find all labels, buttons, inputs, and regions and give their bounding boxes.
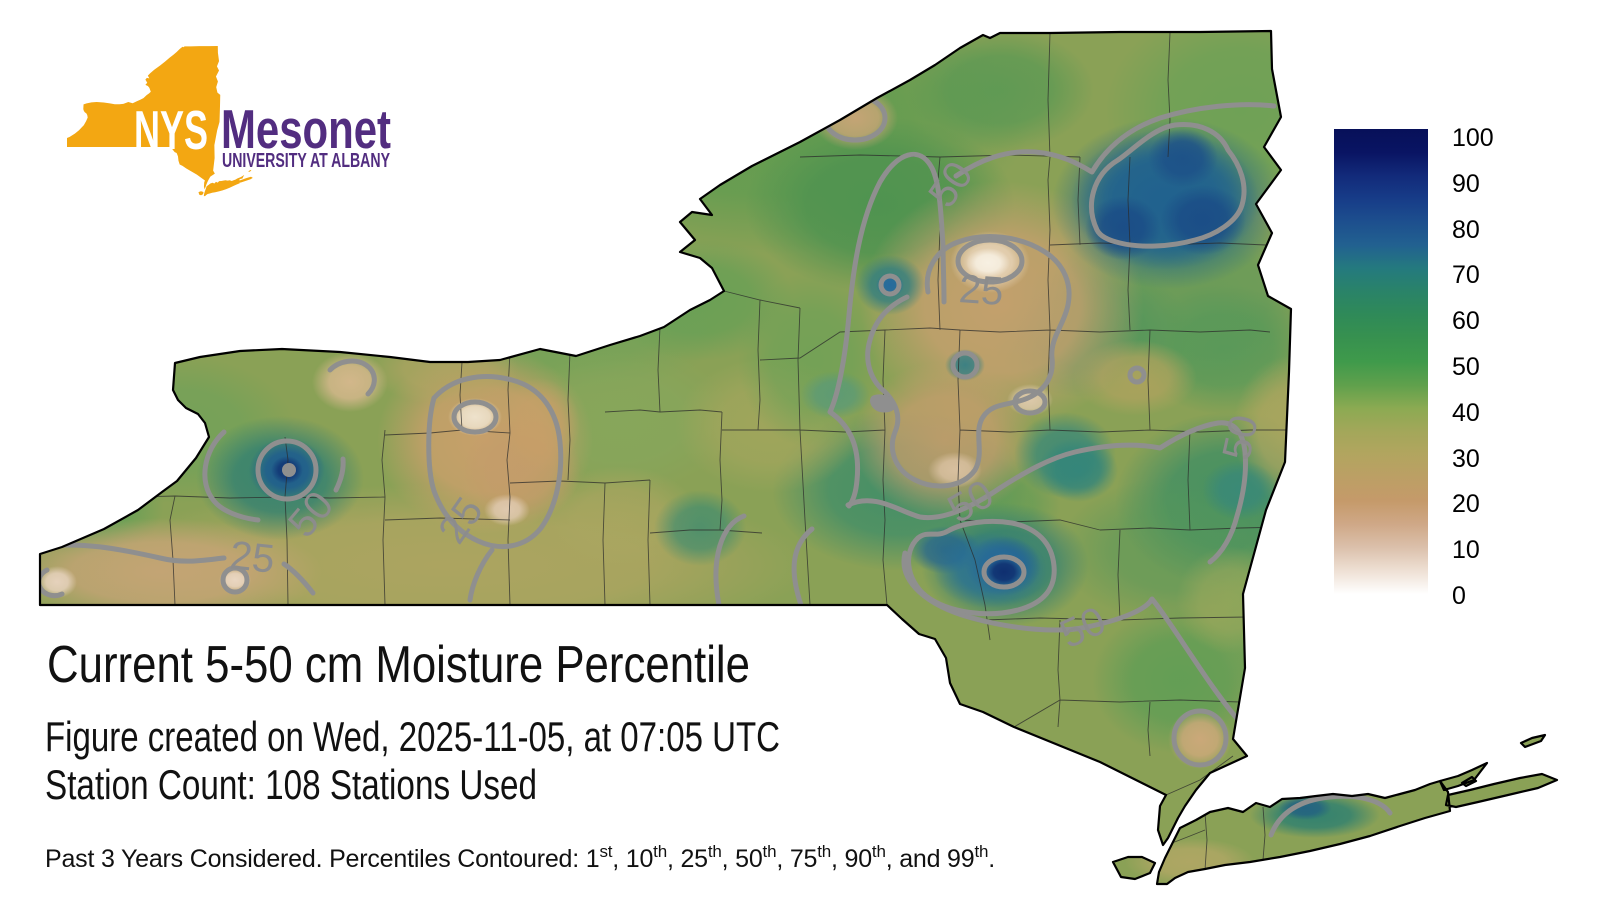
- svg-text:30: 30: [1452, 445, 1480, 473]
- svg-text:50: 50: [1214, 411, 1266, 464]
- svg-text:40: 40: [1452, 399, 1480, 427]
- svg-text:50: 50: [1452, 353, 1480, 381]
- svg-text:90: 90: [1452, 170, 1480, 198]
- svg-text:UNIVERSITY AT ALBANY: UNIVERSITY AT ALBANY: [222, 150, 390, 172]
- svg-text:20: 20: [1452, 490, 1480, 518]
- svg-text:Past 3 Years Considered. Perce: Past 3 Years Considered. Percentiles Con…: [45, 842, 995, 873]
- svg-text:Mesonet: Mesonet: [221, 98, 391, 160]
- svg-text:Current 5-50 cm Moisture Perce: Current 5-50 cm Moisture Percentile: [47, 636, 750, 694]
- svg-text:10: 10: [1452, 536, 1480, 564]
- svg-text:80: 80: [1452, 216, 1480, 244]
- svg-text:100: 100: [1452, 124, 1494, 152]
- svg-text:Figure created on Wed, 2025-11: Figure created on Wed, 2025-11-05, at 07…: [45, 713, 780, 760]
- svg-text:60: 60: [1452, 307, 1480, 335]
- svg-text:25: 25: [228, 533, 277, 581]
- svg-text:NYS: NYS: [134, 99, 208, 161]
- svg-text:Station Count: 108 Stations Us: Station Count: 108 Stations Used: [45, 761, 537, 808]
- svg-text:25: 25: [957, 267, 1004, 314]
- svg-text:0: 0: [1452, 582, 1466, 610]
- svg-text:70: 70: [1452, 261, 1480, 289]
